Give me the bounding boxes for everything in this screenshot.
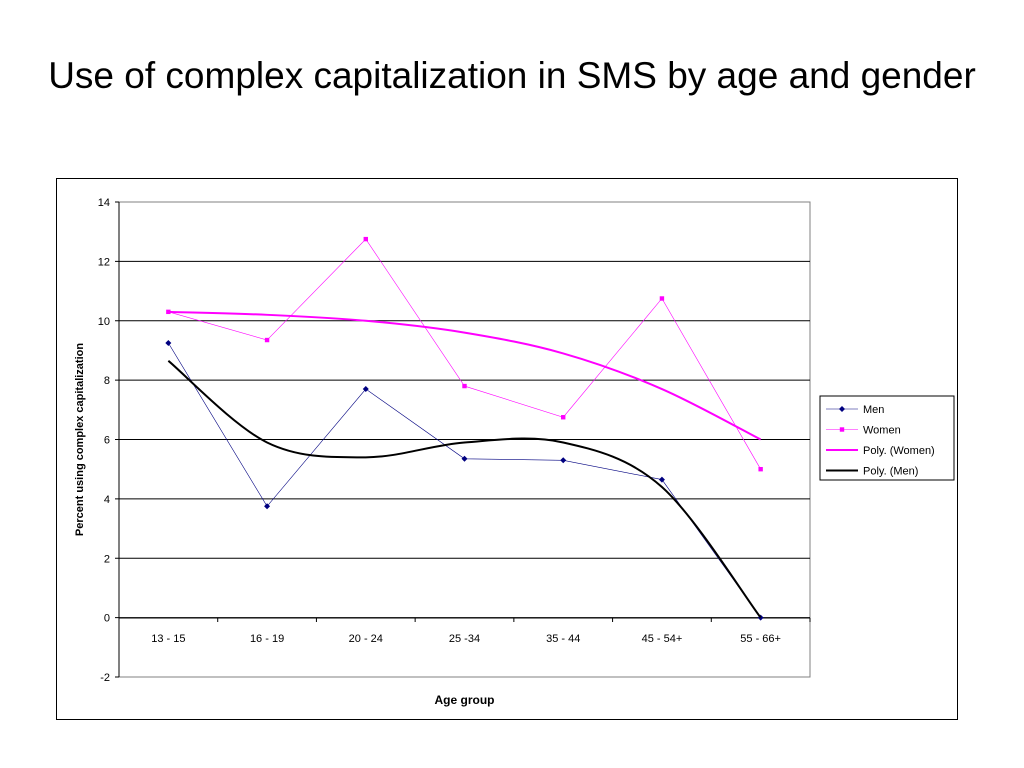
marker-women bbox=[264, 337, 270, 343]
x-tick-label: 25 -34 bbox=[449, 633, 480, 645]
marker-women bbox=[659, 296, 665, 301]
grid-lines bbox=[118, 201, 811, 678]
x-axis-label: Age group bbox=[435, 693, 495, 707]
legend: Men Women Poly. (Women) Poly. (Men) bbox=[819, 395, 955, 481]
marker-men bbox=[461, 455, 468, 462]
line-chart: -2 0 2 4 6 8 10 12 14 13 - 15 16 - 19 20 - 24 25 -3… bbox=[74, 197, 955, 707]
marker-men bbox=[658, 476, 665, 483]
x-tick-labels: 13 - 15 16 - 19 20 - 24 25 -34 35 - 44 45 - 5… bbox=[151, 633, 781, 645]
y-axis-label: Percent using complex capitalization bbox=[74, 343, 86, 536]
y-tick-label: -2 bbox=[100, 672, 110, 684]
data-series bbox=[168, 238, 761, 618]
y-tick-label: 2 bbox=[104, 553, 110, 565]
chart-frame: -2 0 2 4 6 8 10 12 14 13 - 15 16 - 19 20 - 24 25 -3… bbox=[56, 178, 958, 720]
trendline-men bbox=[167, 360, 762, 619]
trendlines bbox=[167, 310, 762, 619]
x-tick-label: 45 - 54+ bbox=[642, 633, 683, 645]
marker-women bbox=[462, 383, 467, 389]
y-tick-labels: -2 0 2 4 6 8 10 12 14 bbox=[98, 197, 110, 684]
trendline-women bbox=[168, 310, 762, 441]
axes bbox=[115, 201, 811, 678]
marker-women bbox=[561, 415, 566, 420]
marker-men bbox=[560, 457, 567, 464]
marker-men bbox=[264, 503, 271, 510]
legend-label-poly-women: Poly. (Women) bbox=[863, 445, 935, 457]
x-tick-label: 16 - 19 bbox=[250, 633, 284, 645]
data-markers bbox=[165, 236, 764, 621]
x-tick-label: 20 - 24 bbox=[349, 633, 383, 645]
legend-label-men: Men bbox=[863, 404, 884, 416]
y-tick-label: 6 bbox=[104, 435, 110, 447]
legend-marker bbox=[839, 406, 845, 412]
marker-men bbox=[362, 386, 369, 393]
marker-women bbox=[758, 466, 763, 472]
y-tick-label: 4 bbox=[104, 494, 110, 506]
legend-label-women: Women bbox=[863, 425, 901, 437]
y-tick-label: 0 bbox=[104, 613, 110, 625]
marker-men bbox=[165, 340, 172, 347]
y-tick-label: 10 bbox=[98, 316, 110, 328]
x-tick-label: 55 - 66+ bbox=[740, 633, 781, 645]
slide-title: Use of complex capitalization in SMS by … bbox=[48, 55, 976, 96]
y-tick-label: 12 bbox=[98, 256, 110, 268]
y-tick-label: 8 bbox=[104, 375, 110, 387]
series-line-women bbox=[168, 238, 761, 470]
marker-women bbox=[363, 236, 368, 242]
legend-marker bbox=[839, 427, 845, 432]
legend-label-poly-men: Poly. (Men) bbox=[863, 466, 918, 478]
x-tick-label: 35 - 44 bbox=[546, 633, 580, 645]
y-tick-label: 14 bbox=[98, 197, 110, 209]
x-tick-label: 13 - 15 bbox=[151, 633, 185, 645]
